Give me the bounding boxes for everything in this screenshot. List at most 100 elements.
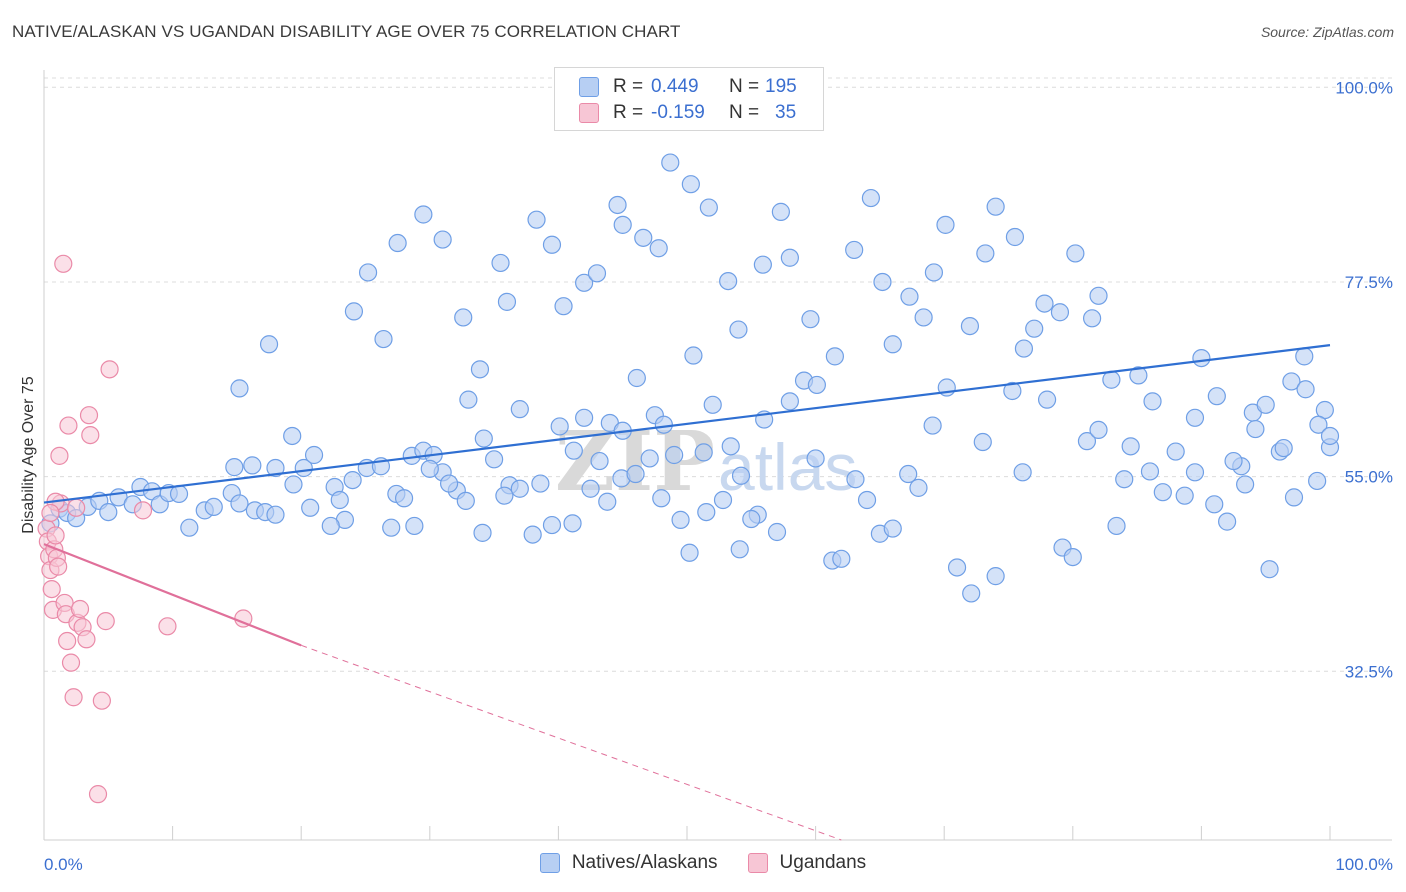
data-point-natives <box>806 449 825 468</box>
legend-swatch-blue <box>539 853 560 873</box>
data-point-natives <box>832 549 851 568</box>
data-point-natives <box>575 273 594 292</box>
data-point-natives <box>1218 512 1237 531</box>
legend-item-natives: Natives/Alaskans <box>539 852 718 874</box>
data-point-natives <box>1274 438 1293 458</box>
trend-line-natives <box>43 344 1331 504</box>
data-point-natives <box>1166 442 1185 461</box>
data-point-natives <box>807 375 826 395</box>
data-point-natives <box>1115 470 1134 489</box>
data-point-ugandans <box>158 617 177 636</box>
data-point-natives <box>1185 408 1205 427</box>
data-point-natives <box>652 489 671 508</box>
data-point-ugandans <box>41 503 60 523</box>
data-point-ugandans <box>58 631 77 651</box>
data-point-ugandans <box>59 416 78 435</box>
data-point-natives <box>883 335 902 354</box>
data-point-natives <box>266 458 285 478</box>
data-point-natives <box>703 395 722 414</box>
data-point-natives <box>1175 486 1194 505</box>
watermark: ZIP atlas <box>555 414 857 510</box>
data-point-natives <box>1284 488 1304 507</box>
data-point-natives <box>780 392 799 411</box>
data-point-natives <box>374 329 393 349</box>
legend-r-value: 0.449 <box>651 76 699 97</box>
data-point-natives <box>780 248 799 267</box>
data-point-natives <box>654 415 673 434</box>
data-point-natives <box>1082 309 1102 328</box>
data-point-natives <box>883 519 902 538</box>
data-point-natives <box>388 233 407 253</box>
data-point-natives <box>767 522 787 542</box>
data-point-natives <box>1207 387 1226 406</box>
data-point-natives <box>497 292 517 311</box>
data-point-natives <box>713 490 733 510</box>
data-point-natives <box>1063 547 1082 567</box>
data-point-natives <box>1129 366 1148 385</box>
data-point-natives <box>1013 463 1032 482</box>
data-point-natives <box>846 470 865 489</box>
data-point-natives <box>485 450 504 469</box>
data-point-natives <box>936 215 955 234</box>
data-point-natives <box>382 518 401 537</box>
data-point-natives <box>230 494 249 513</box>
legend-n-value: 195 <box>765 76 797 97</box>
data-point-natives <box>753 255 772 274</box>
data-point-natives <box>394 489 414 508</box>
data-point-natives <box>343 470 362 490</box>
data-point-natives <box>857 490 877 510</box>
data-point-natives <box>330 490 349 510</box>
data-point-natives <box>598 492 617 511</box>
data-point-natives <box>1256 395 1275 414</box>
data-point-ugandans <box>50 446 69 465</box>
data-point-natives <box>230 379 249 398</box>
data-point-ugandans <box>64 688 83 707</box>
data-point-natives <box>1143 392 1162 411</box>
data-point-ugandans <box>96 612 115 631</box>
data-point-natives <box>986 567 1005 586</box>
data-point-natives <box>527 210 546 229</box>
data-point-natives <box>608 195 627 215</box>
data-point-ugandans <box>46 526 65 545</box>
data-point-natives <box>491 253 510 273</box>
data-point-natives <box>771 202 790 221</box>
data-point-ugandans <box>79 406 99 425</box>
legend-r-value: -0.159 <box>651 102 705 123</box>
data-point-natives <box>626 464 645 484</box>
data-point-natives <box>510 479 529 498</box>
data-point-natives <box>1140 462 1160 481</box>
data-point-natives <box>344 302 364 321</box>
legend-r-label: R = <box>613 102 644 123</box>
data-point-natives <box>801 310 820 329</box>
correlation-legend: R = 0.449 N = 195 R = -0.159 N = 35 <box>554 67 824 131</box>
data-point-natives <box>1246 419 1265 439</box>
data-point-natives <box>924 263 944 282</box>
data-point-natives <box>719 272 738 291</box>
y-tick-label: 100.0% <box>1335 78 1393 97</box>
data-point-natives <box>962 584 981 603</box>
data-point-natives <box>283 426 302 446</box>
data-point-natives <box>845 240 864 260</box>
data-point-natives <box>861 188 880 208</box>
data-point-natives <box>266 505 285 524</box>
data-point-ugandans <box>70 599 90 619</box>
data-point-natives <box>1037 390 1057 409</box>
legend-row-natives: R = 0.449 N = 195 <box>579 75 797 99</box>
data-point-natives <box>680 543 699 562</box>
data-point-natives <box>495 486 514 505</box>
data-point-natives <box>358 263 378 282</box>
data-point-natives <box>825 347 844 366</box>
data-point-natives <box>563 514 582 533</box>
series-legend: Natives/Alaskans Ugandans <box>0 852 1406 874</box>
data-point-natives <box>681 175 700 194</box>
data-point-natives <box>1320 426 1340 446</box>
data-point-natives <box>1309 415 1328 434</box>
data-point-natives <box>900 287 919 306</box>
data-point-natives <box>1102 370 1121 389</box>
data-point-natives <box>420 459 439 478</box>
series-ugandans <box>37 254 253 804</box>
data-point-natives <box>873 272 892 292</box>
source-label: Source: ZipAtlas.com <box>1260 24 1394 40</box>
trend-line-ugandans-extension <box>301 644 842 841</box>
